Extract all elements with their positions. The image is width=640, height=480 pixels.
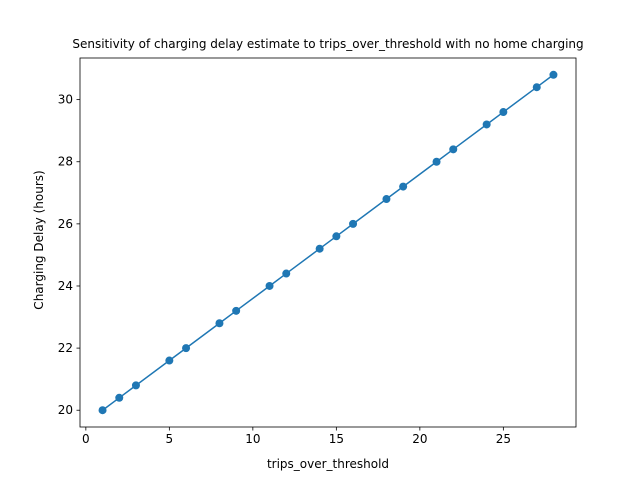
data-point	[399, 182, 408, 191]
data-point	[432, 157, 441, 166]
x-tick-label: 25	[496, 432, 511, 446]
x-tick-label: 15	[329, 432, 344, 446]
data-point	[98, 406, 107, 415]
x-tick-label: 5	[166, 432, 174, 446]
y-tick-label: 28	[58, 155, 73, 169]
data-point	[165, 356, 174, 365]
data-point	[232, 306, 241, 315]
data-point	[549, 70, 558, 79]
data-point	[332, 232, 341, 241]
data-point	[315, 244, 324, 253]
x-tick-label: 10	[245, 432, 260, 446]
data-point	[382, 195, 391, 204]
x-tick-label: 0	[82, 432, 90, 446]
x-axis-label: trips_over_threshold	[267, 457, 389, 471]
chart-title: Sensitivity of charging delay estimate t…	[72, 37, 583, 51]
data-point	[131, 381, 140, 390]
axes-frame	[79, 57, 577, 428]
plot-area: 0 5 10 15 20 25 20 22 24 26 28 30	[58, 57, 577, 446]
data-point	[532, 83, 541, 92]
y-tick-label: 26	[58, 217, 73, 231]
data-point	[215, 319, 224, 328]
y-tick-label: 30	[58, 93, 73, 107]
y-tick-label: 20	[58, 403, 73, 417]
y-axis-label: Charging Delay (hours)	[32, 170, 46, 309]
data-point	[115, 393, 124, 402]
x-tick-label: 20	[412, 432, 427, 446]
data-point	[482, 120, 491, 129]
data-point	[182, 344, 191, 353]
y-tick-label: 22	[58, 341, 73, 355]
data-point	[499, 108, 508, 117]
data-point	[449, 145, 458, 154]
data-point	[282, 269, 291, 278]
y-tick-label: 24	[58, 279, 73, 293]
data-point	[265, 281, 274, 290]
data-point	[349, 219, 358, 228]
